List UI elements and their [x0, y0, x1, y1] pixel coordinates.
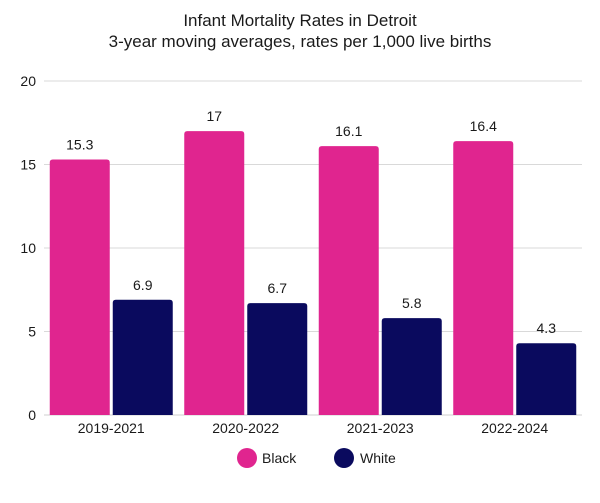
- y-axis-ticks: 0 5 10 15 20: [20, 73, 36, 423]
- legend-swatch-black: [237, 448, 257, 468]
- y-tick-label: 20: [20, 73, 36, 89]
- legend: Black White: [237, 448, 396, 468]
- bar-black: [184, 131, 245, 415]
- x-tick-label: 2021-2023: [347, 420, 414, 436]
- legend-label-white: White: [360, 450, 396, 466]
- bar-black: [49, 159, 110, 415]
- chart-subtitle: 3-year moving averages, rates per 1,000 …: [108, 32, 492, 51]
- data-label: 6.7: [268, 280, 288, 296]
- data-label: 6.9: [133, 277, 153, 293]
- x-tick-label: 2020-2022: [212, 420, 279, 436]
- chart-title-block: Infant Mortality Rates in Detroit 3-year…: [0, 10, 600, 52]
- bar-black: [453, 141, 514, 415]
- bar-white: [247, 303, 308, 415]
- legend-swatch-white: [334, 448, 354, 468]
- y-tick-label: 0: [28, 407, 36, 423]
- chart-title: Infant Mortality Rates in Detroit: [183, 11, 417, 30]
- x-axis-categories: 2019-2021 2020-2022 2021-2023 2022-2024: [78, 420, 549, 436]
- data-label: 15.3: [66, 136, 93, 152]
- y-tick-label: 5: [28, 324, 36, 340]
- x-tick-label: 2022-2024: [481, 420, 548, 436]
- data-label: 17: [206, 108, 222, 124]
- data-label: 5.8: [402, 295, 422, 311]
- data-labels: 15.3 6.9 17 6.7 16.1 5.8 16.4 4.3: [66, 108, 556, 336]
- bar-black: [318, 146, 379, 415]
- bar-white: [381, 318, 442, 415]
- legend-label-black: Black: [262, 450, 297, 466]
- data-label: 16.1: [335, 123, 362, 139]
- x-tick-label: 2019-2021: [78, 420, 145, 436]
- bars: [49, 131, 577, 415]
- y-tick-label: 10: [20, 240, 36, 256]
- bar-white: [112, 299, 173, 415]
- data-label: 4.3: [537, 320, 557, 336]
- bar-white: [516, 343, 577, 415]
- data-label: 16.4: [470, 118, 497, 134]
- y-tick-label: 15: [20, 157, 36, 173]
